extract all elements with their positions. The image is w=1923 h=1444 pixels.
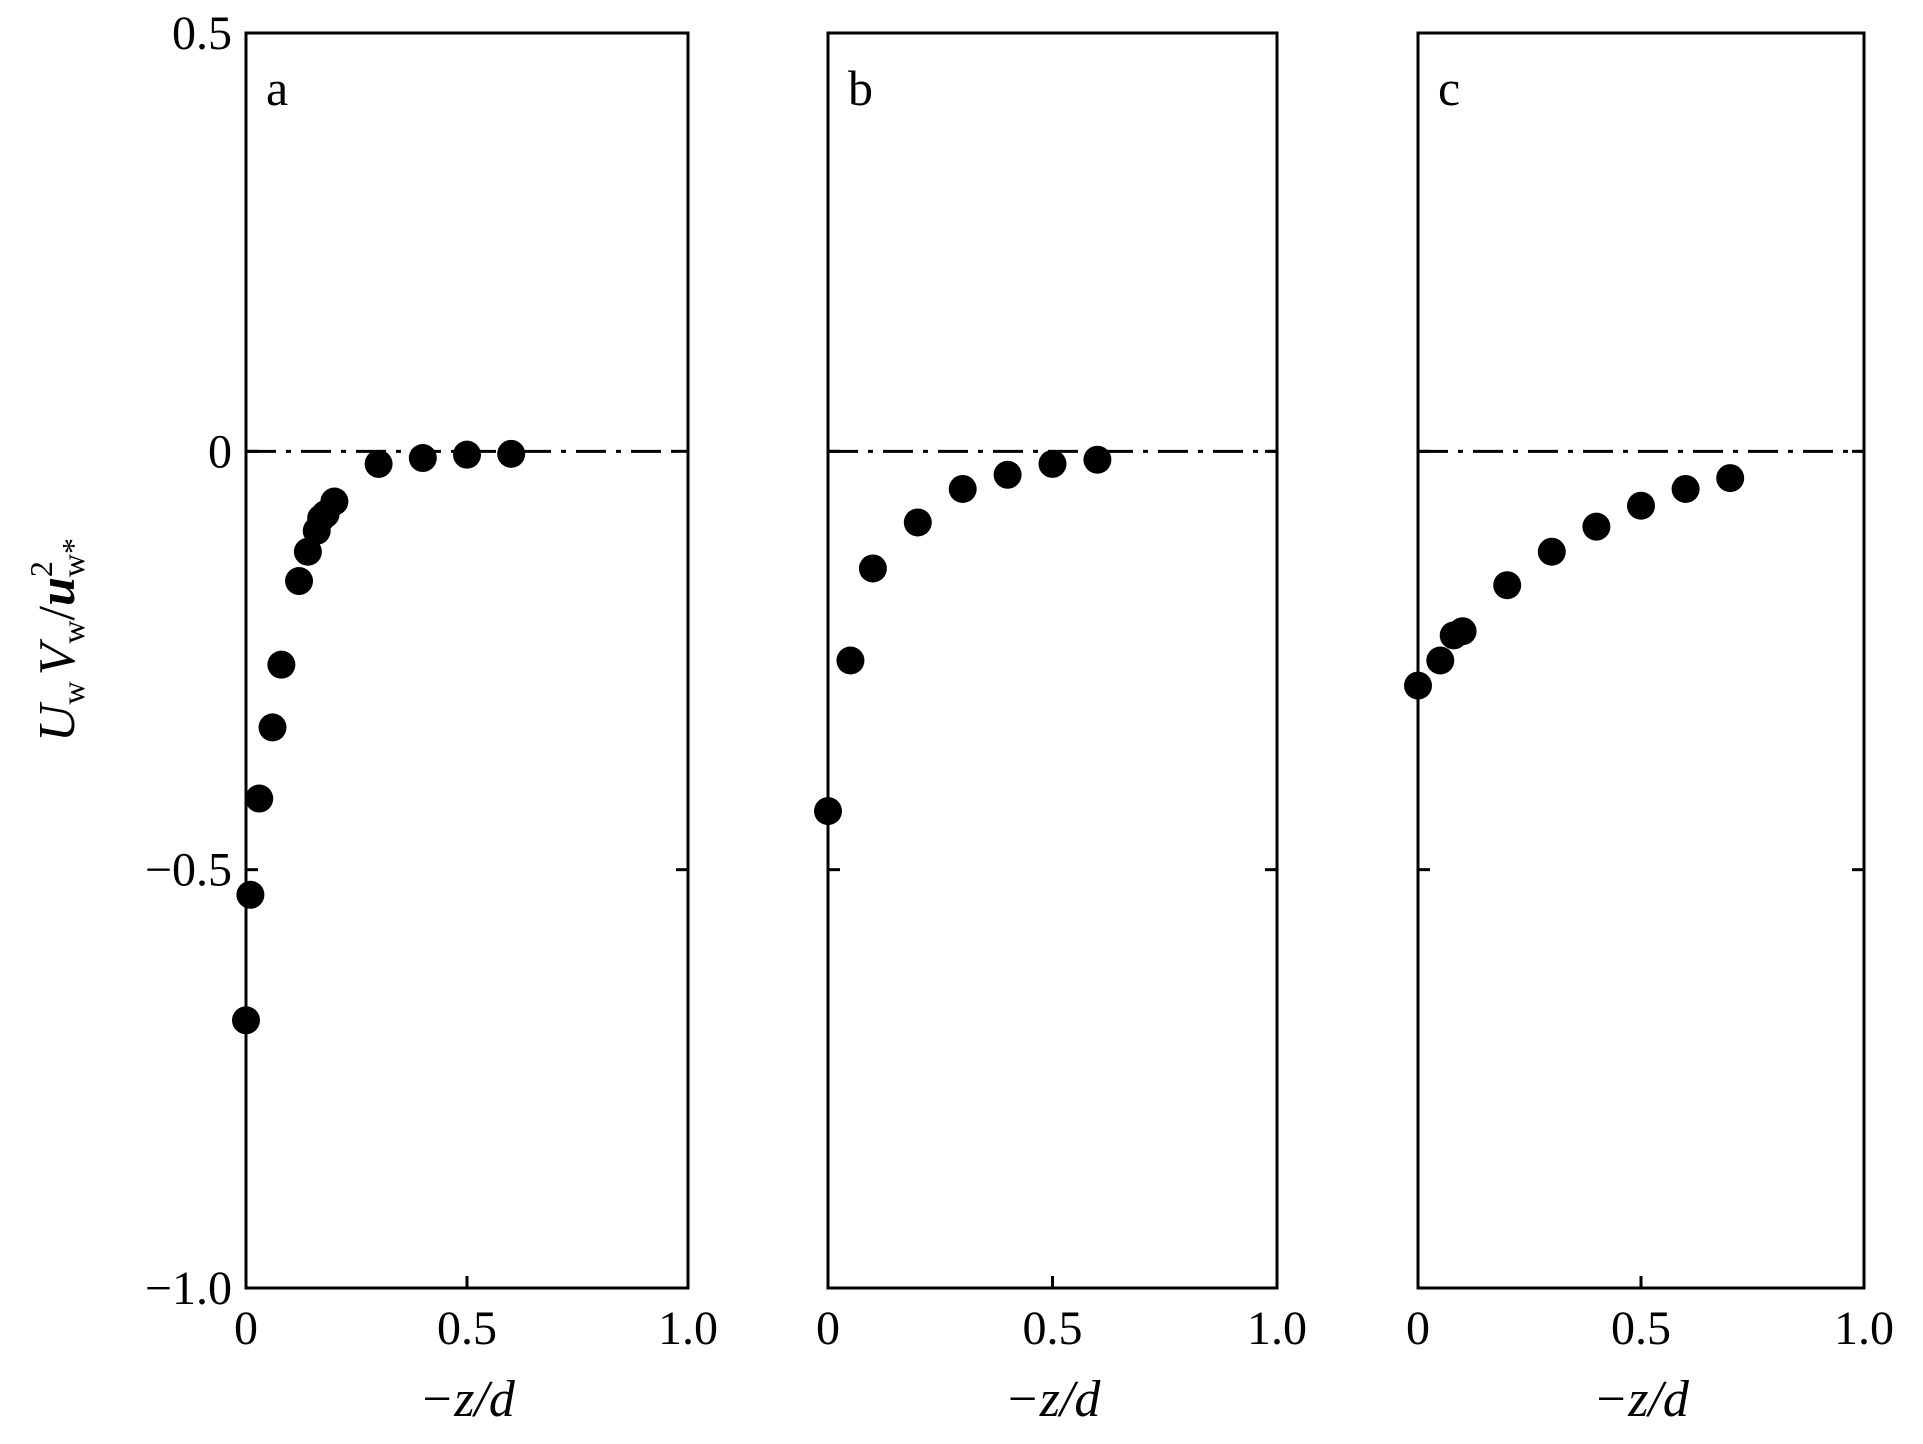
y-title-u: u (29, 577, 86, 606)
y-title-sub-w2: w (55, 620, 91, 643)
data-point (1404, 671, 1432, 700)
data-point (948, 474, 977, 503)
data-point (236, 880, 265, 909)
data-point (903, 508, 932, 537)
x-tick-label: 0.5 (437, 1302, 497, 1355)
x-axis-title: −z/d (1593, 1371, 1690, 1428)
data-point (1426, 646, 1455, 675)
panel-label: a (266, 60, 288, 116)
panel-a: 0.50−0.5−1.00 0.5 1.0−z/da (145, 7, 718, 1428)
data-point (836, 646, 865, 675)
panel-label: b (848, 60, 873, 116)
x-axis-title: −z/d (419, 1371, 516, 1428)
panel-label: c (1438, 60, 1460, 116)
data-point (993, 460, 1022, 489)
y-title-slash: / (29, 605, 86, 620)
data-point (245, 784, 274, 813)
data-point (232, 1006, 260, 1035)
y-title-sup-2: 2 (23, 561, 59, 577)
data-point (258, 713, 287, 742)
x-tick-label: 1.0 (1247, 1302, 1307, 1355)
y-axis-title-text: UwVw/u2w* (23, 538, 91, 742)
data-point (364, 449, 393, 478)
data-point (293, 537, 322, 566)
data-point (858, 554, 887, 583)
y-tick-label: 0 (208, 425, 232, 478)
data-point (1716, 464, 1745, 493)
data-point (1537, 537, 1566, 566)
x-tick-label: 0.5 (1611, 1302, 1671, 1355)
x-tick-label: 0 (816, 1302, 840, 1355)
x-tick-label: 0 (1406, 1302, 1430, 1355)
y-axis-title: UwVw/u2w* (23, 538, 91, 742)
data-point (453, 440, 481, 469)
data-point (285, 567, 314, 596)
y-tick-label: −1.0 (145, 1262, 232, 1315)
x-axis-title: −z/d (1005, 1371, 1102, 1428)
x-tick-label: 0.5 (1023, 1302, 1083, 1355)
y-tick-label: 0.5 (172, 7, 232, 60)
plot-frame (1416, 31, 1866, 1290)
x-tick-label: 1.0 (1834, 1302, 1894, 1355)
x-tick-label: 1.0 (658, 1302, 718, 1355)
y-tick-label: −0.5 (145, 844, 232, 897)
plot-frame (244, 31, 690, 1290)
data-point (497, 439, 526, 468)
panel-b: 0 0.5 1.0 −z/d b (814, 31, 1307, 1428)
data-point (1083, 445, 1112, 474)
data-point (1582, 512, 1611, 541)
plot-frame (826, 31, 1279, 1290)
x-tick-label: 0 (234, 1302, 258, 1355)
panel-c: 0 0.5 1.0 −z/d c (1404, 31, 1894, 1428)
data-point (1493, 571, 1522, 600)
data-point (408, 444, 437, 473)
data-point (1038, 449, 1067, 478)
data-point (320, 487, 349, 516)
data-point (1627, 491, 1655, 520)
data-point (814, 797, 842, 826)
y-title-sub-wstar: w* (55, 538, 91, 577)
y-title-sub-w1: w (55, 681, 91, 704)
data-point (1448, 617, 1477, 646)
data-point (1671, 474, 1700, 503)
data-point (267, 650, 296, 679)
y-title-V: V (29, 638, 86, 675)
y-title-U: U (29, 701, 86, 742)
